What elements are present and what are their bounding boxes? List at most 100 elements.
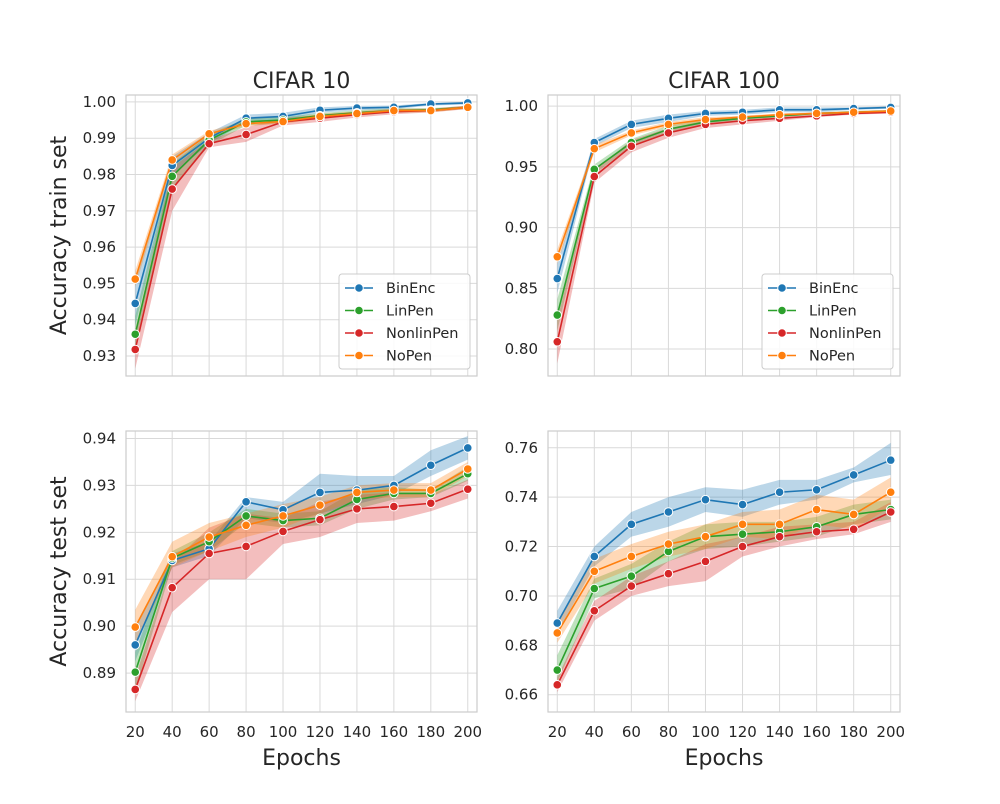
data-point-binenc [737, 499, 748, 510]
legend-label: BinEnc [386, 281, 436, 297]
chart-panel-2: 0.80 0.85 0.90 0.95 1.00 CIFAR 100 BinEnc LinPe… [505, 69, 901, 377]
data-point-nopen [885, 106, 896, 116]
data-point-nonlinpen [167, 582, 177, 593]
data-point-binenc [552, 618, 563, 628]
y-tick-label: 0.95 [83, 274, 116, 292]
data-point-nopen [737, 112, 748, 122]
data-point-nonlinpen [462, 484, 473, 494]
y-tick-label: 1.00 [83, 93, 116, 111]
x-tick-label: 100 [691, 723, 720, 741]
x-tick-label: 160 [802, 723, 831, 741]
y-axis-label: Accuracy test set [47, 476, 72, 667]
series-line-nonlinpen [556, 111, 891, 342]
legend-marker [354, 328, 364, 338]
series-line-nonlinpen [134, 488, 469, 690]
data-point-binenc [130, 640, 141, 650]
x-tick-label: 160 [380, 723, 409, 741]
data-point-binenc [626, 119, 637, 130]
y-tick-label: 0.96 [83, 238, 116, 256]
legend-label: NoPen [386, 349, 432, 365]
data-point-linpen [589, 583, 600, 594]
data-point-nopen [663, 119, 674, 130]
x-tick-label: 60 [622, 723, 641, 741]
y-tick-label: 0.91 [83, 570, 116, 588]
series-line-nonlinpen [556, 511, 892, 686]
data-point-nopen [774, 109, 785, 120]
series-line-nopen [556, 110, 891, 258]
data-point-nopen [589, 566, 600, 577]
data-point-linpen [552, 665, 563, 675]
y-tick-label: 1.00 [505, 97, 538, 115]
series-line-linpen [556, 508, 891, 671]
data-point-nopen [462, 464, 473, 474]
data-point-linpen [737, 529, 748, 540]
data-point-nopen [130, 274, 141, 284]
legend-box [338, 273, 471, 370]
legend-item-linpen: LinPen [768, 304, 857, 320]
legend-marker [354, 305, 364, 316]
legend-label: BinEnc [809, 281, 859, 297]
data-point-nopen [204, 129, 214, 139]
legend-item-nopen: NoPen [768, 349, 855, 365]
data-point-nopen [167, 155, 177, 165]
data-point-linpen [130, 329, 141, 340]
data-point-nopen [552, 251, 563, 262]
data-point-nopen [811, 108, 822, 119]
data-point-binenc [626, 519, 637, 530]
chart-title: CIFAR 100 [668, 69, 780, 94]
data-point-nopen [352, 487, 362, 498]
legend-item-nonlinpen: NonlinPen [768, 326, 882, 342]
data-point-nonlinpen [811, 526, 822, 537]
y-tick-label: 0.97 [83, 202, 116, 220]
data-point-nonlinpen [626, 141, 637, 152]
data-point-binenc [774, 487, 785, 498]
data-point-nopen [552, 628, 563, 638]
series-line-binenc [134, 447, 469, 646]
legend-marker [777, 350, 787, 361]
y-tick-label: 0.99 [83, 129, 116, 147]
data-point-binenc [130, 298, 141, 309]
data-point-nopen [315, 111, 325, 122]
y-tick-label: 0.98 [83, 166, 116, 184]
series-line-binenc [556, 106, 891, 279]
legend-label: NonlinPen [386, 326, 459, 342]
legend-box [761, 273, 894, 370]
plot-frame [547, 94, 901, 377]
y-tick-label: 0.72 [505, 538, 538, 556]
legend: BinEnc LinPen NonlinPen NoPen [338, 273, 471, 370]
data-point-nopen [462, 102, 473, 113]
y-tick-label: 0.76 [505, 439, 538, 457]
legend-label: NoPen [809, 349, 855, 365]
chart-title: CIFAR 10 [253, 69, 351, 94]
data-point-nonlinpen [737, 541, 748, 552]
data-point-nopen [352, 108, 362, 119]
data-point-nonlinpen [204, 138, 214, 149]
y-tick-label: 0.94 [83, 430, 116, 448]
data-point-binenc [462, 443, 473, 453]
data-point-binenc [241, 497, 251, 507]
data-point-nonlinpen [278, 526, 288, 537]
series-line-linpen [134, 472, 469, 673]
data-point-nopen [204, 532, 214, 542]
data-point-nonlinpen [589, 605, 600, 616]
y-tick-label: 0.93 [83, 347, 116, 365]
plot-frame [547, 430, 901, 713]
data-point-nonlinpen [774, 531, 785, 542]
data-point-nonlinpen [204, 548, 214, 559]
data-point-nonlinpen [241, 541, 251, 552]
x-tick-label: 180 [839, 723, 868, 741]
y-tick-label: 0.89 [83, 664, 116, 682]
x-tick-label: 140 [343, 723, 372, 741]
x-tick-label: 120 [728, 723, 757, 741]
x-axis-label: Epochs [685, 746, 764, 771]
x-tick-label: 100 [269, 723, 298, 741]
data-point-binenc [811, 484, 822, 495]
y-tick-label: 0.80 [505, 340, 538, 358]
x-tick-label: 140 [765, 723, 794, 741]
x-tick-label: 60 [200, 723, 219, 741]
y-tick-label: 0.68 [505, 636, 538, 654]
data-point-nopen [774, 519, 785, 530]
data-point-nonlinpen [589, 171, 600, 182]
data-point-nonlinpen [130, 344, 141, 355]
